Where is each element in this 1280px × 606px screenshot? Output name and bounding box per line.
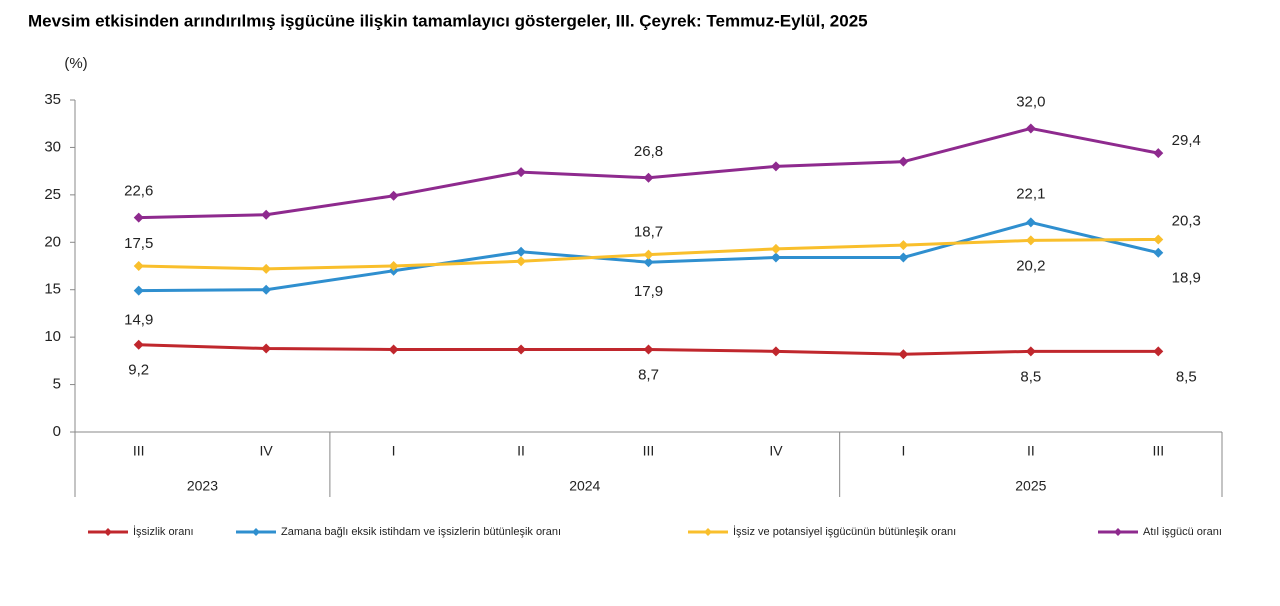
point-marker	[133, 261, 144, 271]
x-tick-label: I	[901, 443, 905, 459]
y-tick-label: 15	[44, 281, 61, 298]
year-label: 2023	[187, 478, 218, 494]
legend-marker	[704, 528, 712, 536]
x-tick-label: III	[133, 443, 145, 459]
y-axis-label: (%)	[64, 55, 87, 72]
point-marker	[898, 240, 909, 251]
data-label: 8,5	[1020, 368, 1041, 385]
data-label: 32,0	[1016, 93, 1045, 110]
data-label: 20,2	[1016, 257, 1045, 274]
chart-title: Mevsim etkisinden arındırılmış işgücüne …	[28, 11, 868, 30]
point-marker	[516, 246, 527, 257]
x-tick-label: II	[1027, 443, 1035, 459]
point-marker	[1153, 247, 1164, 258]
point-marker	[133, 339, 144, 350]
point-marker	[643, 172, 654, 183]
point-marker	[643, 249, 654, 260]
y-tick-label: 0	[53, 423, 61, 440]
point-marker	[770, 252, 781, 263]
x-tick-label: IV	[769, 443, 783, 459]
x-tick-label: III	[643, 443, 655, 459]
data-label: 26,8	[634, 143, 663, 160]
data-label: 14,9	[124, 312, 153, 329]
point-marker	[1025, 235, 1036, 246]
legend-label: Atıl işgücü oranı	[1143, 526, 1222, 538]
y-tick-label: 25	[44, 186, 61, 203]
legend-label: İşsizlik oranı	[133, 525, 194, 538]
year-label: 2024	[569, 478, 600, 494]
legend-marker	[252, 528, 260, 536]
x-tick-label: I	[392, 443, 396, 459]
data-label: 20,3	[1172, 212, 1201, 229]
point-marker	[261, 343, 272, 354]
data-label: 17,9	[634, 283, 663, 300]
point-marker	[1153, 148, 1164, 159]
point-marker	[261, 284, 272, 295]
y-tick-label: 30	[44, 138, 61, 155]
legend-marker	[1114, 528, 1122, 536]
data-label: 22,6	[124, 183, 153, 200]
data-label: 29,4	[1172, 132, 1201, 149]
point-marker	[770, 243, 781, 254]
x-tick-label: II	[517, 443, 525, 459]
point-marker	[643, 257, 654, 268]
x-tick-label: IV	[260, 443, 274, 459]
point-marker	[388, 261, 399, 271]
point-marker	[261, 209, 272, 220]
y-tick-label: 10	[44, 328, 61, 345]
point-marker	[1025, 217, 1036, 228]
point-marker	[643, 344, 654, 355]
year-label: 2025	[1015, 478, 1046, 494]
legend-label: Zamana bağlı eksik istihdam ve işsizleri…	[281, 526, 561, 538]
point-marker	[1153, 234, 1164, 245]
point-marker	[1025, 123, 1036, 134]
point-marker	[898, 252, 909, 263]
y-tick-label: 5	[53, 376, 61, 393]
point-marker	[133, 212, 144, 223]
point-marker	[516, 344, 527, 355]
point-marker	[898, 349, 909, 360]
point-marker	[133, 285, 144, 296]
point-marker	[516, 167, 527, 178]
point-marker	[261, 263, 272, 274]
data-label: 22,1	[1016, 185, 1045, 202]
point-marker	[898, 156, 909, 167]
data-label: 18,7	[634, 224, 663, 241]
data-label: 8,5	[1176, 368, 1197, 385]
point-marker	[770, 161, 781, 172]
legend-label: İşsiz ve potansiyel işgücünün bütünleşik…	[733, 525, 956, 538]
data-label: 17,5	[124, 235, 153, 252]
data-label: 9,2	[128, 362, 149, 379]
point-marker	[388, 190, 399, 201]
y-tick-label: 20	[44, 233, 61, 250]
y-tick-label: 35	[44, 91, 61, 108]
data-label: 8,7	[638, 366, 659, 383]
point-marker	[1153, 346, 1164, 357]
point-marker	[770, 346, 781, 357]
legend-marker	[104, 528, 112, 536]
point-marker	[1025, 346, 1036, 357]
point-marker	[516, 256, 527, 267]
data-label: 18,9	[1172, 270, 1201, 287]
point-marker	[388, 344, 399, 355]
x-tick-label: III	[1152, 443, 1164, 459]
